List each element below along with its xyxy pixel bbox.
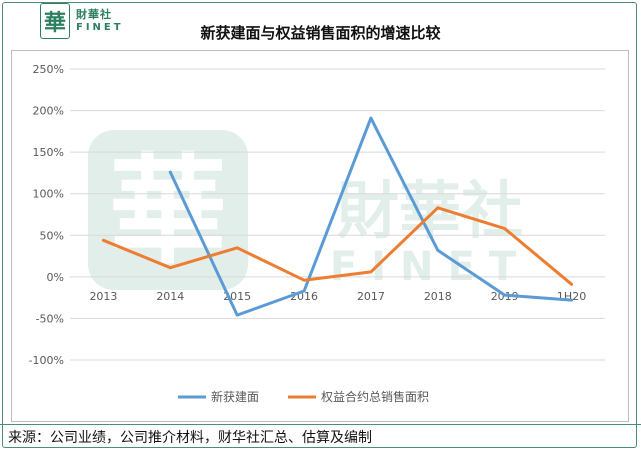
source-note: 来源：公司业绩，公司推介材料，财华社汇总、估算及编制 [0,424,641,448]
logo-name-cn: 財華社 [76,8,112,21]
series-lines [101,116,574,317]
figure-frame [2,2,637,448]
data-point [570,283,573,286]
x-tick-label: 2013 [89,290,117,303]
data-point [303,279,306,282]
data-point [369,117,372,120]
y-tick-label: 0% [47,271,64,284]
gridlines [70,68,605,361]
finet-logo: 華 財華社 FINET [40,2,124,40]
y-tick-label: 100% [33,188,64,201]
legend-label: 新获建面 [211,389,259,404]
legend-label: 权益合约总销售面积 [321,389,429,404]
x-tick-label: 2018 [424,290,452,303]
data-point [236,246,239,249]
data-point [303,289,306,292]
logo-text: 財華社 FINET [76,8,124,34]
data-point [236,314,239,317]
legend: 新获建面 权益合约总销售面积 [178,389,429,404]
data-point [503,227,506,230]
y-tick-label: -100% [29,354,64,367]
x-tick-label: 2017 [357,290,385,303]
data-point [169,171,172,174]
data-point [503,294,506,297]
x-tick-label: 2014 [156,290,184,303]
chart-title: 新获建面与权益销售面积的增速比较 [200,24,441,42]
source-text: 来源：公司业绩，公司推介材料，财华社汇总、估算及编制 [8,430,372,446]
series-line-1 [168,116,574,317]
series-line-2 [101,206,574,286]
y-tick-label: -50% [36,312,64,325]
data-point [570,299,573,302]
y-axis-labels: 250% 200% 150% 100% 50% 0% -50% -100% [29,63,64,367]
data-point [436,249,439,252]
watermark-mark: 華 [109,141,227,280]
hua-logo-icon: 華 [40,3,70,39]
data-point [169,266,172,269]
y-tick-label: 250% [33,63,64,76]
y-tick-label: 50% [40,229,64,242]
data-point [102,239,105,242]
y-tick-label: 200% [33,105,64,118]
y-tick-label: 150% [33,146,64,159]
data-point [436,206,439,209]
logo-name-en: FINET [76,22,124,33]
watermark-name-en: FINET [330,244,530,290]
data-point [369,270,372,273]
